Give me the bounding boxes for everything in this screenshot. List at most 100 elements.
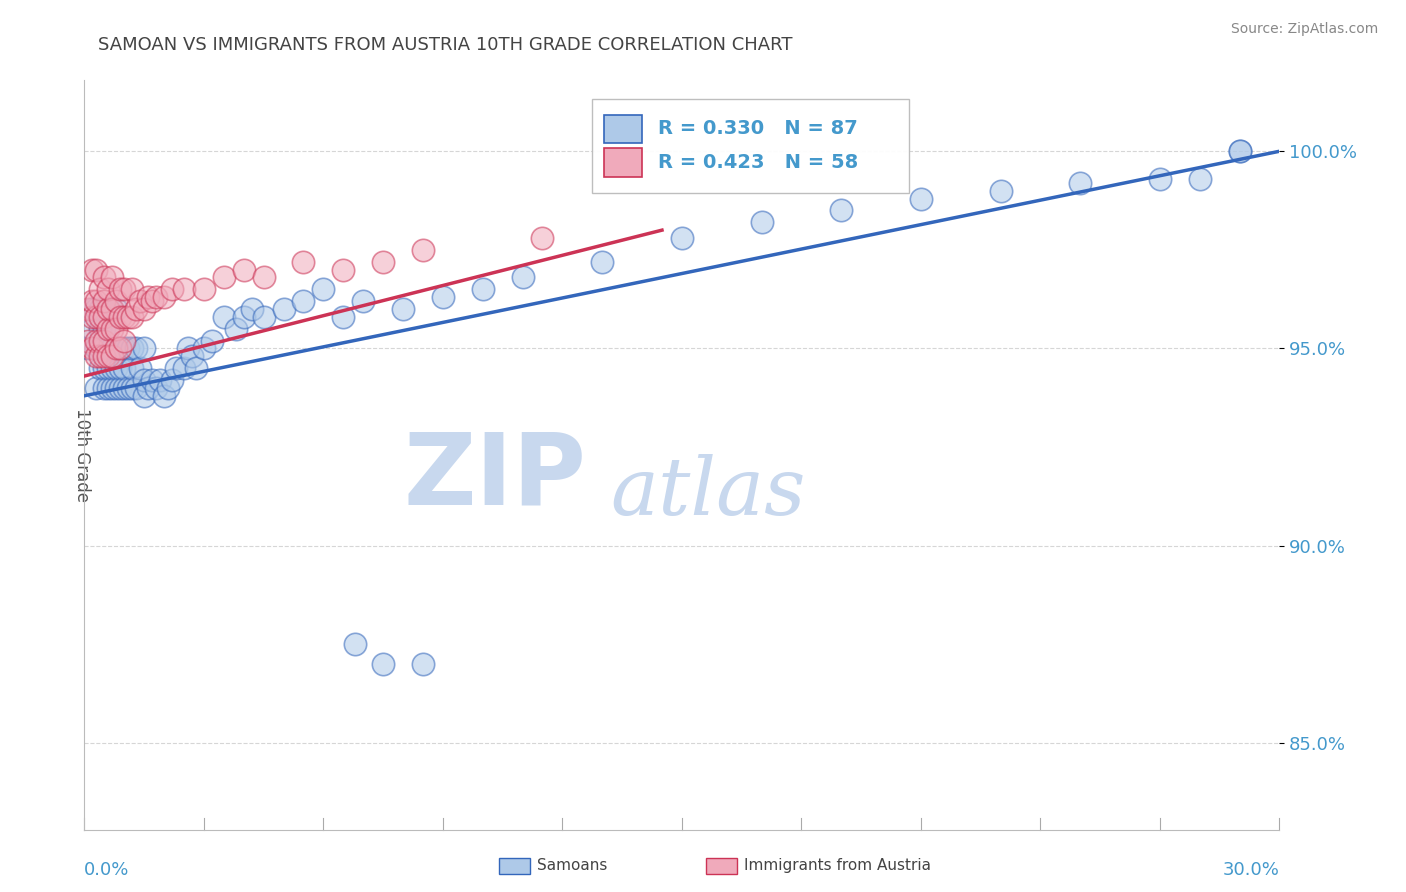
Point — [101, 342, 124, 356]
Point — [86, 262, 108, 277]
Point — [110, 361, 132, 376]
Text: SAMOAN VS IMMIGRANTS FROM AUSTRIA 10TH GRADE CORRELATION CHART: SAMOAN VS IMMIGRANTS FROM AUSTRIA 10TH G… — [98, 36, 793, 54]
Point — [93, 381, 115, 395]
Point — [1188, 172, 1211, 186]
Point — [97, 322, 120, 336]
Point — [471, 282, 494, 296]
Point — [1069, 176, 1091, 190]
Point — [105, 342, 128, 356]
Text: atlas: atlas — [610, 454, 806, 531]
Point — [93, 310, 115, 324]
Point — [253, 270, 276, 285]
Point — [77, 334, 100, 348]
Point — [153, 290, 176, 304]
Point — [392, 301, 415, 316]
Point — [97, 282, 120, 296]
Point — [292, 294, 315, 309]
Point — [112, 361, 135, 376]
Point — [117, 342, 139, 356]
Point — [93, 270, 115, 285]
Point — [990, 184, 1012, 198]
Point — [432, 290, 454, 304]
Point — [105, 294, 128, 309]
Point — [253, 310, 276, 324]
Point — [1229, 145, 1251, 159]
Point — [112, 342, 135, 356]
FancyBboxPatch shape — [605, 148, 643, 177]
Point — [110, 282, 132, 296]
Text: 30.0%: 30.0% — [1223, 861, 1279, 880]
Point — [591, 254, 613, 268]
Point — [121, 381, 143, 395]
Point — [97, 301, 120, 316]
Point — [412, 243, 434, 257]
Point — [129, 294, 152, 309]
Point — [332, 262, 354, 277]
Point — [125, 381, 148, 395]
Point — [89, 322, 111, 336]
Text: Source: ZipAtlas.com: Source: ZipAtlas.com — [1230, 22, 1378, 37]
Text: R = 0.423   N = 58: R = 0.423 N = 58 — [658, 153, 858, 172]
Point — [97, 381, 120, 395]
Point — [232, 310, 254, 324]
Point — [141, 294, 163, 309]
Point — [97, 301, 120, 316]
Point — [531, 231, 554, 245]
Point — [232, 262, 254, 277]
Point — [177, 342, 200, 356]
Point — [181, 349, 204, 363]
Point — [132, 373, 156, 387]
Point — [830, 203, 852, 218]
Point — [89, 361, 111, 376]
Point — [93, 349, 115, 363]
Point — [352, 294, 374, 309]
Point — [373, 657, 395, 671]
Point — [86, 301, 108, 316]
Point — [101, 381, 124, 395]
Point — [101, 270, 124, 285]
Point — [121, 342, 143, 356]
Point — [89, 342, 111, 356]
Point — [145, 381, 167, 395]
Point — [89, 310, 111, 324]
Point — [105, 342, 128, 356]
Text: R = 0.330   N = 87: R = 0.330 N = 87 — [658, 120, 858, 138]
Point — [93, 361, 115, 376]
Point — [117, 310, 139, 324]
Y-axis label: 10th Grade: 10th Grade — [73, 408, 91, 502]
Point — [201, 334, 224, 348]
Point — [225, 322, 247, 336]
Point — [145, 290, 167, 304]
Point — [101, 322, 124, 336]
Point — [105, 381, 128, 395]
Point — [82, 301, 104, 316]
Point — [153, 389, 176, 403]
Point — [240, 301, 263, 316]
Point — [910, 192, 932, 206]
Point — [125, 342, 148, 356]
Point — [1149, 172, 1171, 186]
Point — [97, 322, 120, 336]
Point — [89, 334, 111, 348]
Point — [82, 294, 104, 309]
Point — [86, 381, 108, 395]
Point — [332, 310, 354, 324]
Point — [101, 349, 124, 363]
Text: Samoans: Samoans — [537, 858, 607, 872]
Point — [82, 262, 104, 277]
Point — [132, 301, 156, 316]
Point — [117, 381, 139, 395]
Point — [93, 322, 115, 336]
Point — [512, 270, 534, 285]
Point — [165, 361, 187, 376]
Point — [112, 282, 135, 296]
Point — [112, 310, 135, 324]
Point — [212, 270, 235, 285]
Point — [105, 322, 128, 336]
Text: Immigrants from Austria: Immigrants from Austria — [744, 858, 931, 872]
Point — [129, 361, 152, 376]
Point — [97, 342, 120, 356]
Point — [193, 342, 215, 356]
Point — [141, 373, 163, 387]
Point — [160, 282, 183, 296]
